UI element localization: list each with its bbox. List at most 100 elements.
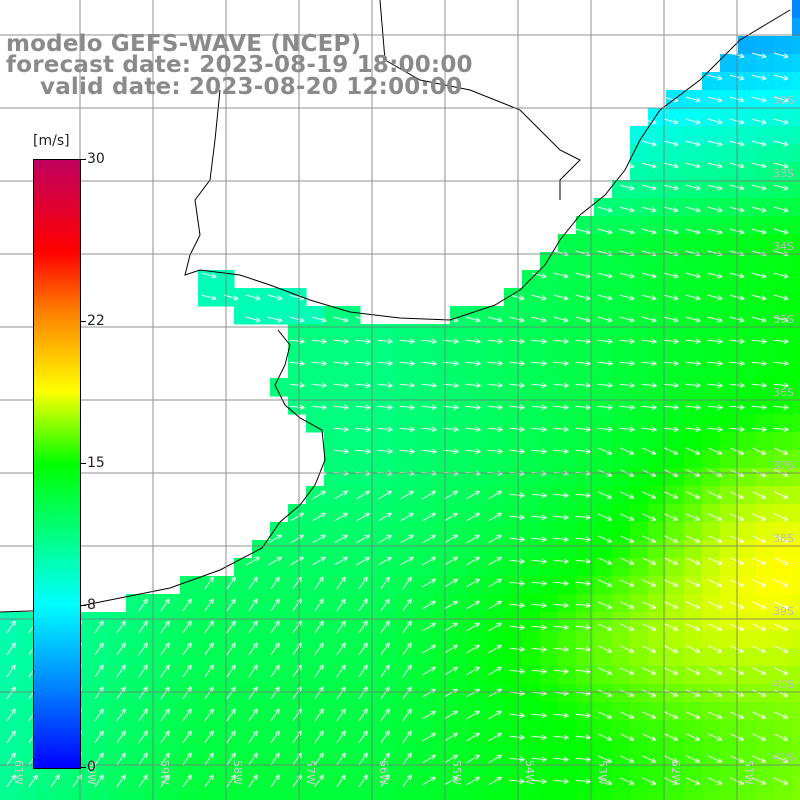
wind-arrow [487, 426, 503, 432]
wind-speed-cell [756, 414, 775, 433]
wind-speed-cell [756, 792, 775, 800]
wind-arrow [314, 752, 324, 766]
wind-arrow [160, 752, 170, 766]
wind-arrow [575, 338, 591, 344]
wind-arrow [336, 664, 346, 678]
wind-speed-cell [198, 648, 217, 667]
wind-arrow [116, 664, 126, 678]
wind-speed-cell [378, 594, 397, 613]
wind-arrow [597, 777, 613, 785]
wind-arrow [685, 667, 701, 675]
wind-arrow [204, 598, 214, 612]
wind-arrow [422, 710, 436, 720]
wind-speed-cell [792, 522, 800, 541]
wind-speed-cell [360, 396, 379, 415]
wind-arrow [334, 534, 348, 544]
wind-arrow [707, 689, 723, 697]
wind-speed-cell [576, 360, 595, 379]
wind-speed-cell [324, 612, 343, 631]
wind-arrow [358, 598, 368, 612]
wind-arrow [204, 752, 214, 766]
wind-speed-cell [666, 360, 685, 379]
wind-speed-cell [180, 612, 199, 631]
wind-speed-cell [558, 720, 577, 739]
wind-speed-cell [612, 414, 631, 433]
wind-speed-cell [252, 702, 271, 721]
wind-speed-cell [756, 720, 775, 739]
wind-arrow [311, 360, 327, 366]
wind-speed-cell [630, 702, 649, 721]
wind-speed-cell [468, 414, 487, 433]
wind-speed-cell [486, 612, 505, 631]
wind-speed-cell [774, 198, 793, 217]
wind-speed-cell [702, 432, 721, 451]
wind-speed-cell [756, 324, 775, 343]
wind-arrow [685, 491, 701, 499]
wind-speed-cell [126, 684, 145, 703]
wind-speed-cell [666, 648, 685, 667]
wind-arrow [597, 382, 613, 388]
wind-speed-cell [612, 702, 631, 721]
wind-arrow [488, 754, 502, 764]
colorbar-tick [80, 159, 86, 160]
wind-speed-cell [360, 540, 379, 559]
wind-speed-cell [180, 738, 199, 757]
wind-arrow [751, 96, 767, 103]
wind-arrow [531, 448, 547, 454]
wind-speed-cell [432, 396, 451, 415]
wind-speed-cell [666, 252, 685, 271]
wind-speed-cell [594, 432, 613, 451]
wind-arrow [138, 708, 148, 722]
wind-speed-cell [18, 612, 37, 631]
wind-speed-cell [648, 540, 667, 559]
wind-speed-cell [0, 630, 19, 649]
wind-speed-cell [756, 162, 775, 181]
wind-arrow [685, 404, 701, 410]
wind-speed-cell [774, 36, 793, 55]
wind-speed-cell [702, 720, 721, 739]
wind-speed-cell [162, 738, 181, 757]
wind-speed-cell [666, 504, 685, 523]
wind-arrow [377, 382, 393, 388]
wind-speed-cell [756, 144, 775, 163]
wind-speed-cell [720, 270, 739, 289]
wind-arrow [773, 711, 789, 719]
wind-arrow [204, 576, 214, 590]
wind-speed-cell [558, 792, 577, 800]
wind-speed-cell [720, 504, 739, 523]
wind-speed-cell [270, 738, 289, 757]
wind-speed-cell [792, 486, 800, 505]
wind-arrow [531, 778, 547, 784]
wind-speed-cell [684, 738, 703, 757]
wind-arrow [422, 578, 436, 588]
wind-speed-cell [522, 360, 541, 379]
wind-arrow [201, 294, 217, 301]
wind-speed-cell [288, 306, 307, 325]
wind-arrow [380, 730, 390, 744]
wind-speed-cell [396, 666, 415, 685]
wind-arrow [487, 404, 503, 410]
wind-arrow [597, 645, 613, 653]
wind-speed-cell [738, 792, 757, 800]
wind-arrow [270, 774, 280, 788]
wind-speed-cell [666, 234, 685, 253]
wind-speed-cell [0, 792, 19, 800]
wind-speed-cell [198, 702, 217, 721]
wind-arrow [597, 513, 613, 521]
wind-speed-cell [684, 468, 703, 487]
wind-speed-cell [630, 126, 649, 145]
wind-speed-cell [216, 594, 235, 613]
wind-arrow [138, 664, 148, 678]
wind-speed-cell [396, 630, 415, 649]
wind-speed-cell [234, 738, 253, 757]
wind-speed-cell [504, 504, 523, 523]
wind-speed-cell [378, 342, 397, 361]
wind-speed-cell [414, 720, 433, 739]
wind-arrow [226, 598, 236, 612]
wind-arrow [663, 118, 679, 125]
wind-speed-cell [504, 630, 523, 649]
wind-arrow [707, 272, 723, 279]
wind-speed-cell [648, 144, 667, 163]
wind-arrow [509, 316, 525, 323]
